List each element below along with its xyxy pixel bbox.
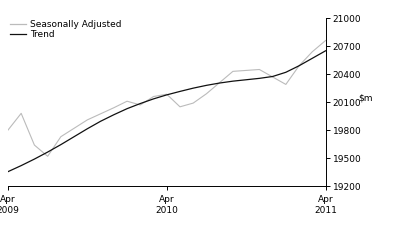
Trend	[58, 143, 63, 146]
Trend	[164, 94, 169, 96]
Trend	[112, 113, 116, 116]
Seasonally Adjusted	[58, 135, 63, 138]
Seasonally Adjusted	[297, 64, 301, 67]
Seasonally Adjusted	[283, 83, 288, 86]
Seasonally Adjusted	[112, 106, 116, 109]
Line: Trend: Trend	[8, 51, 326, 172]
Trend	[297, 64, 301, 67]
Trend	[19, 164, 23, 167]
Legend: Seasonally Adjusted, Trend: Seasonally Adjusted, Trend	[10, 20, 121, 39]
Seasonally Adjusted	[32, 144, 37, 146]
Seasonally Adjusted	[191, 102, 196, 104]
Trend	[138, 102, 143, 105]
Seasonally Adjusted	[85, 118, 90, 121]
Trend	[177, 90, 182, 93]
Seasonally Adjusted	[6, 129, 10, 131]
Trend	[32, 158, 37, 160]
Seasonally Adjusted	[151, 95, 156, 98]
Trend	[6, 170, 10, 173]
Seasonally Adjusted	[257, 68, 262, 71]
Trend	[257, 77, 262, 80]
Seasonally Adjusted	[164, 93, 169, 96]
Trend	[85, 127, 90, 130]
Trend	[72, 135, 77, 138]
Seasonally Adjusted	[19, 112, 23, 115]
Seasonally Adjusted	[204, 92, 209, 95]
Seasonally Adjusted	[244, 69, 249, 72]
Seasonally Adjusted	[72, 127, 77, 130]
Trend	[270, 75, 275, 78]
Trend	[244, 78, 249, 81]
Seasonally Adjusted	[310, 50, 315, 53]
Trend	[151, 98, 156, 100]
Seasonally Adjusted	[98, 112, 103, 115]
Seasonally Adjusted	[270, 76, 275, 78]
Y-axis label: $m: $m	[358, 93, 373, 102]
Trend	[310, 57, 315, 60]
Trend	[323, 49, 328, 52]
Seasonally Adjusted	[217, 81, 222, 84]
Seasonally Adjusted	[323, 39, 328, 42]
Trend	[125, 107, 129, 110]
Trend	[231, 80, 235, 82]
Seasonally Adjusted	[138, 104, 143, 106]
Trend	[45, 151, 50, 153]
Trend	[283, 71, 288, 74]
Trend	[191, 87, 196, 89]
Seasonally Adjusted	[45, 155, 50, 158]
Seasonally Adjusted	[125, 100, 129, 103]
Trend	[204, 84, 209, 87]
Trend	[98, 120, 103, 123]
Seasonally Adjusted	[177, 106, 182, 108]
Line: Seasonally Adjusted: Seasonally Adjusted	[8, 41, 326, 156]
Trend	[217, 82, 222, 84]
Seasonally Adjusted	[231, 70, 235, 73]
